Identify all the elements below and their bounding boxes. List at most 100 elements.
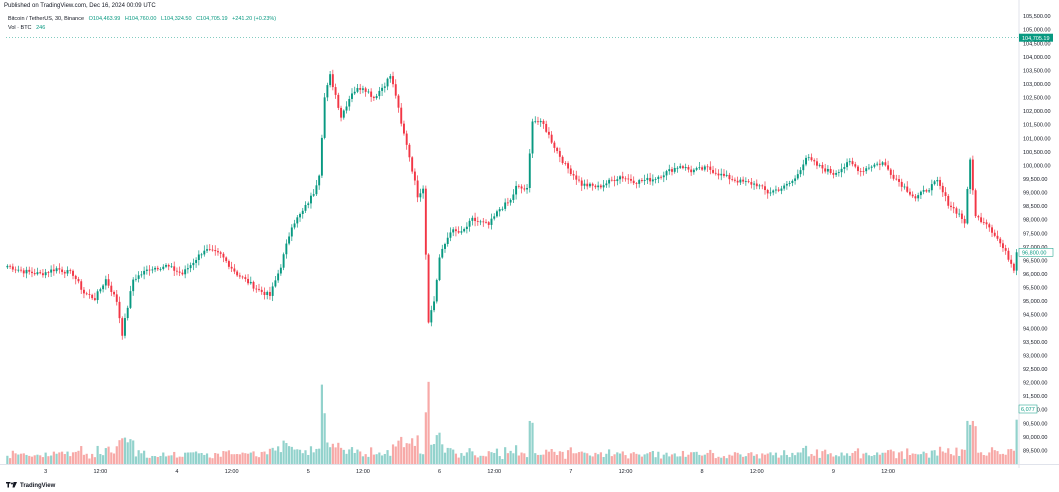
candle-body [744,181,747,183]
volume-bar [6,455,9,464]
candle-body [640,180,643,182]
volume-bar [107,446,110,464]
candle-body [859,171,862,172]
candle-body [723,173,725,176]
volume-bar [501,459,504,464]
volume-bar [479,455,482,464]
volume-bar [897,452,901,464]
volume-bar [613,454,616,464]
candle-body [359,88,362,90]
volume-bar [561,451,564,464]
candle-body [266,291,269,296]
candle-body [733,179,736,181]
price-tick-label: 95,500.00 [1023,286,1047,292]
candle-body [326,85,329,98]
volume-label[interactable]: Vol · BTC [8,25,32,31]
candle-body [854,164,857,167]
candle-body [889,169,892,175]
candle-body [569,168,572,175]
candle-body [608,179,611,184]
volume-bar [564,458,567,464]
candle-body [681,166,684,169]
candle-body [936,180,939,182]
volume-bar [222,451,225,464]
volume-bar [687,454,690,464]
candle-body [777,189,780,191]
candle-body [816,161,818,166]
price-tick-label: 98,000.00 [1023,218,1047,224]
volume-bar [928,457,931,464]
candle-body [867,167,870,169]
candle-body [195,260,198,263]
candle-body [1001,243,1004,249]
candle-body [865,168,868,172]
candle-body [58,268,61,270]
candle-body [427,254,430,323]
candle-body [509,199,512,203]
volume-bar [837,456,840,464]
price-tick-label: 91,500.00 [1023,394,1047,400]
candle-body [714,172,717,174]
candle-body [222,253,225,258]
volume-bar [197,453,200,464]
volume-bar [331,443,334,464]
symbol-name[interactable]: Bitcoin / TetherUS, 30, Binance [8,16,85,22]
price-tick-label: 96,500.00 [1023,258,1047,264]
candle-body [400,107,403,124]
volume-bar [22,453,25,464]
volume-bar [383,453,386,464]
candle-body [471,217,474,221]
candle-body [556,147,559,152]
volume-bar [851,452,854,464]
time-tick-label: 12:00 [881,469,895,475]
time-tick-label: 6 [438,469,441,475]
candle-body [271,286,274,296]
candle-body [837,172,840,174]
volume-bar [378,452,381,464]
candle-body [952,207,955,209]
candle-body [485,221,487,223]
candle-body [293,223,296,228]
candle-body [531,121,534,154]
volume-bar [263,451,266,464]
tradingview-brand: TradingView [20,482,56,489]
price-tick-label: 105,500.00 [1023,14,1051,20]
candle-body [11,266,14,270]
volume-bar [148,457,151,464]
volume-bar [640,456,644,464]
price-tick-label: 94,500.00 [1023,313,1047,319]
candle-body [906,186,909,192]
candle-body [124,318,126,336]
volume-bar [966,420,969,464]
volume-bar [156,457,159,464]
volume-bar [845,453,849,464]
volume-bar [290,446,293,464]
volume-bar [870,456,873,464]
volume-bar [597,454,600,464]
volume-bar [397,440,400,464]
candle-body [140,274,143,276]
candle-body [553,142,556,148]
volume-bar [318,448,321,464]
price-tick-label: 102,000.00 [1023,109,1051,115]
volume-bar [307,454,310,464]
volume-bar [153,456,157,464]
volume-bar [296,449,299,464]
volume-bar [758,458,761,464]
candle-body [230,266,233,269]
volume-bar [958,455,961,464]
candle-body [452,229,455,233]
candle-body [236,271,239,276]
volume-bar [405,443,408,464]
price-tick-label: 92,000.00 [1023,381,1047,387]
candle-body [28,269,31,272]
volume-bar [690,452,693,464]
volume-bar [925,453,928,464]
volume-bar [938,446,942,464]
candle-body [47,272,50,273]
candle-body [104,279,107,286]
candle-body [279,267,282,274]
volume-bar [238,454,241,464]
candle-body [635,183,638,184]
